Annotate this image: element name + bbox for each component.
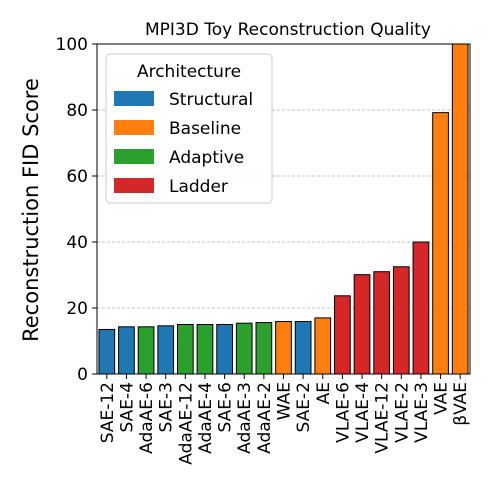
x-tick-label: WAE <box>275 382 295 420</box>
chart-title: MPI3D Toy Reconstruction Quality <box>145 20 431 40</box>
legend-swatch <box>114 149 154 164</box>
legend-label: Baseline <box>169 119 241 139</box>
bar <box>353 274 371 375</box>
y-tick-label: 0 <box>77 365 88 385</box>
bars <box>98 43 469 375</box>
bar <box>373 271 391 375</box>
plot-frame <box>96 43 471 375</box>
x-tick-label: SAE-4 <box>117 382 137 432</box>
x-tick-label: AdaAE-2 <box>255 382 275 454</box>
bar <box>432 112 449 375</box>
y-tick-label: 100 <box>56 35 88 55</box>
y-tick-label: 20 <box>66 299 88 319</box>
bar <box>216 324 233 375</box>
bar <box>314 317 332 375</box>
y-axis-label: Reconstruction FID Score <box>19 78 43 342</box>
legend-swatch <box>114 178 154 193</box>
x-tick-label: SAE-12 <box>98 382 118 443</box>
x-tick-label: βVAE <box>451 382 471 426</box>
bar <box>176 324 194 375</box>
legend-swatch <box>114 91 154 106</box>
x-tick-label: SAE-3 <box>157 382 177 432</box>
x-tick-label: VLAE-4 <box>353 382 373 443</box>
legend: Architecture Structural Baseline Adaptive La… <box>105 53 273 204</box>
bar <box>255 322 273 375</box>
legend-title: Architecture <box>137 62 241 82</box>
x-tick-label: VLAE-3 <box>412 382 432 443</box>
x-tick-label: VLAE-2 <box>392 382 412 443</box>
bar <box>137 326 155 375</box>
x-tick-label: VLAE-6 <box>333 382 353 443</box>
x-tick-label: AdaAE-6 <box>137 382 157 454</box>
y-tick-label: 40 <box>66 233 88 253</box>
bar <box>157 325 175 375</box>
y-tick-label: 80 <box>66 101 88 121</box>
bar <box>392 266 410 375</box>
x-tick-label: SAE-2 <box>294 382 314 432</box>
legend-label: Ladder <box>169 177 228 197</box>
legend-swatch <box>114 120 154 135</box>
x-tick-label: VAE <box>432 382 452 415</box>
x-tick-label: VLAE-12 <box>373 382 393 454</box>
bar <box>334 295 351 375</box>
bar <box>98 328 116 375</box>
y-tick-label: 60 <box>66 167 88 187</box>
legend-label: Structural <box>169 90 253 110</box>
x-tick-label: AE <box>314 382 334 404</box>
bar <box>196 324 214 375</box>
bar <box>412 241 430 375</box>
x-tick-label: SAE-6 <box>216 382 236 432</box>
x-tick-label: AdaAE-12 <box>176 382 196 465</box>
x-tick-label: AdaAE-3 <box>235 382 255 454</box>
bar <box>235 322 253 375</box>
legend-label: Adaptive <box>169 148 244 168</box>
bar <box>294 321 312 375</box>
bar <box>275 321 292 375</box>
bar <box>451 43 469 375</box>
x-tick-label: AdaAE-4 <box>196 382 216 454</box>
bar <box>118 326 135 375</box>
